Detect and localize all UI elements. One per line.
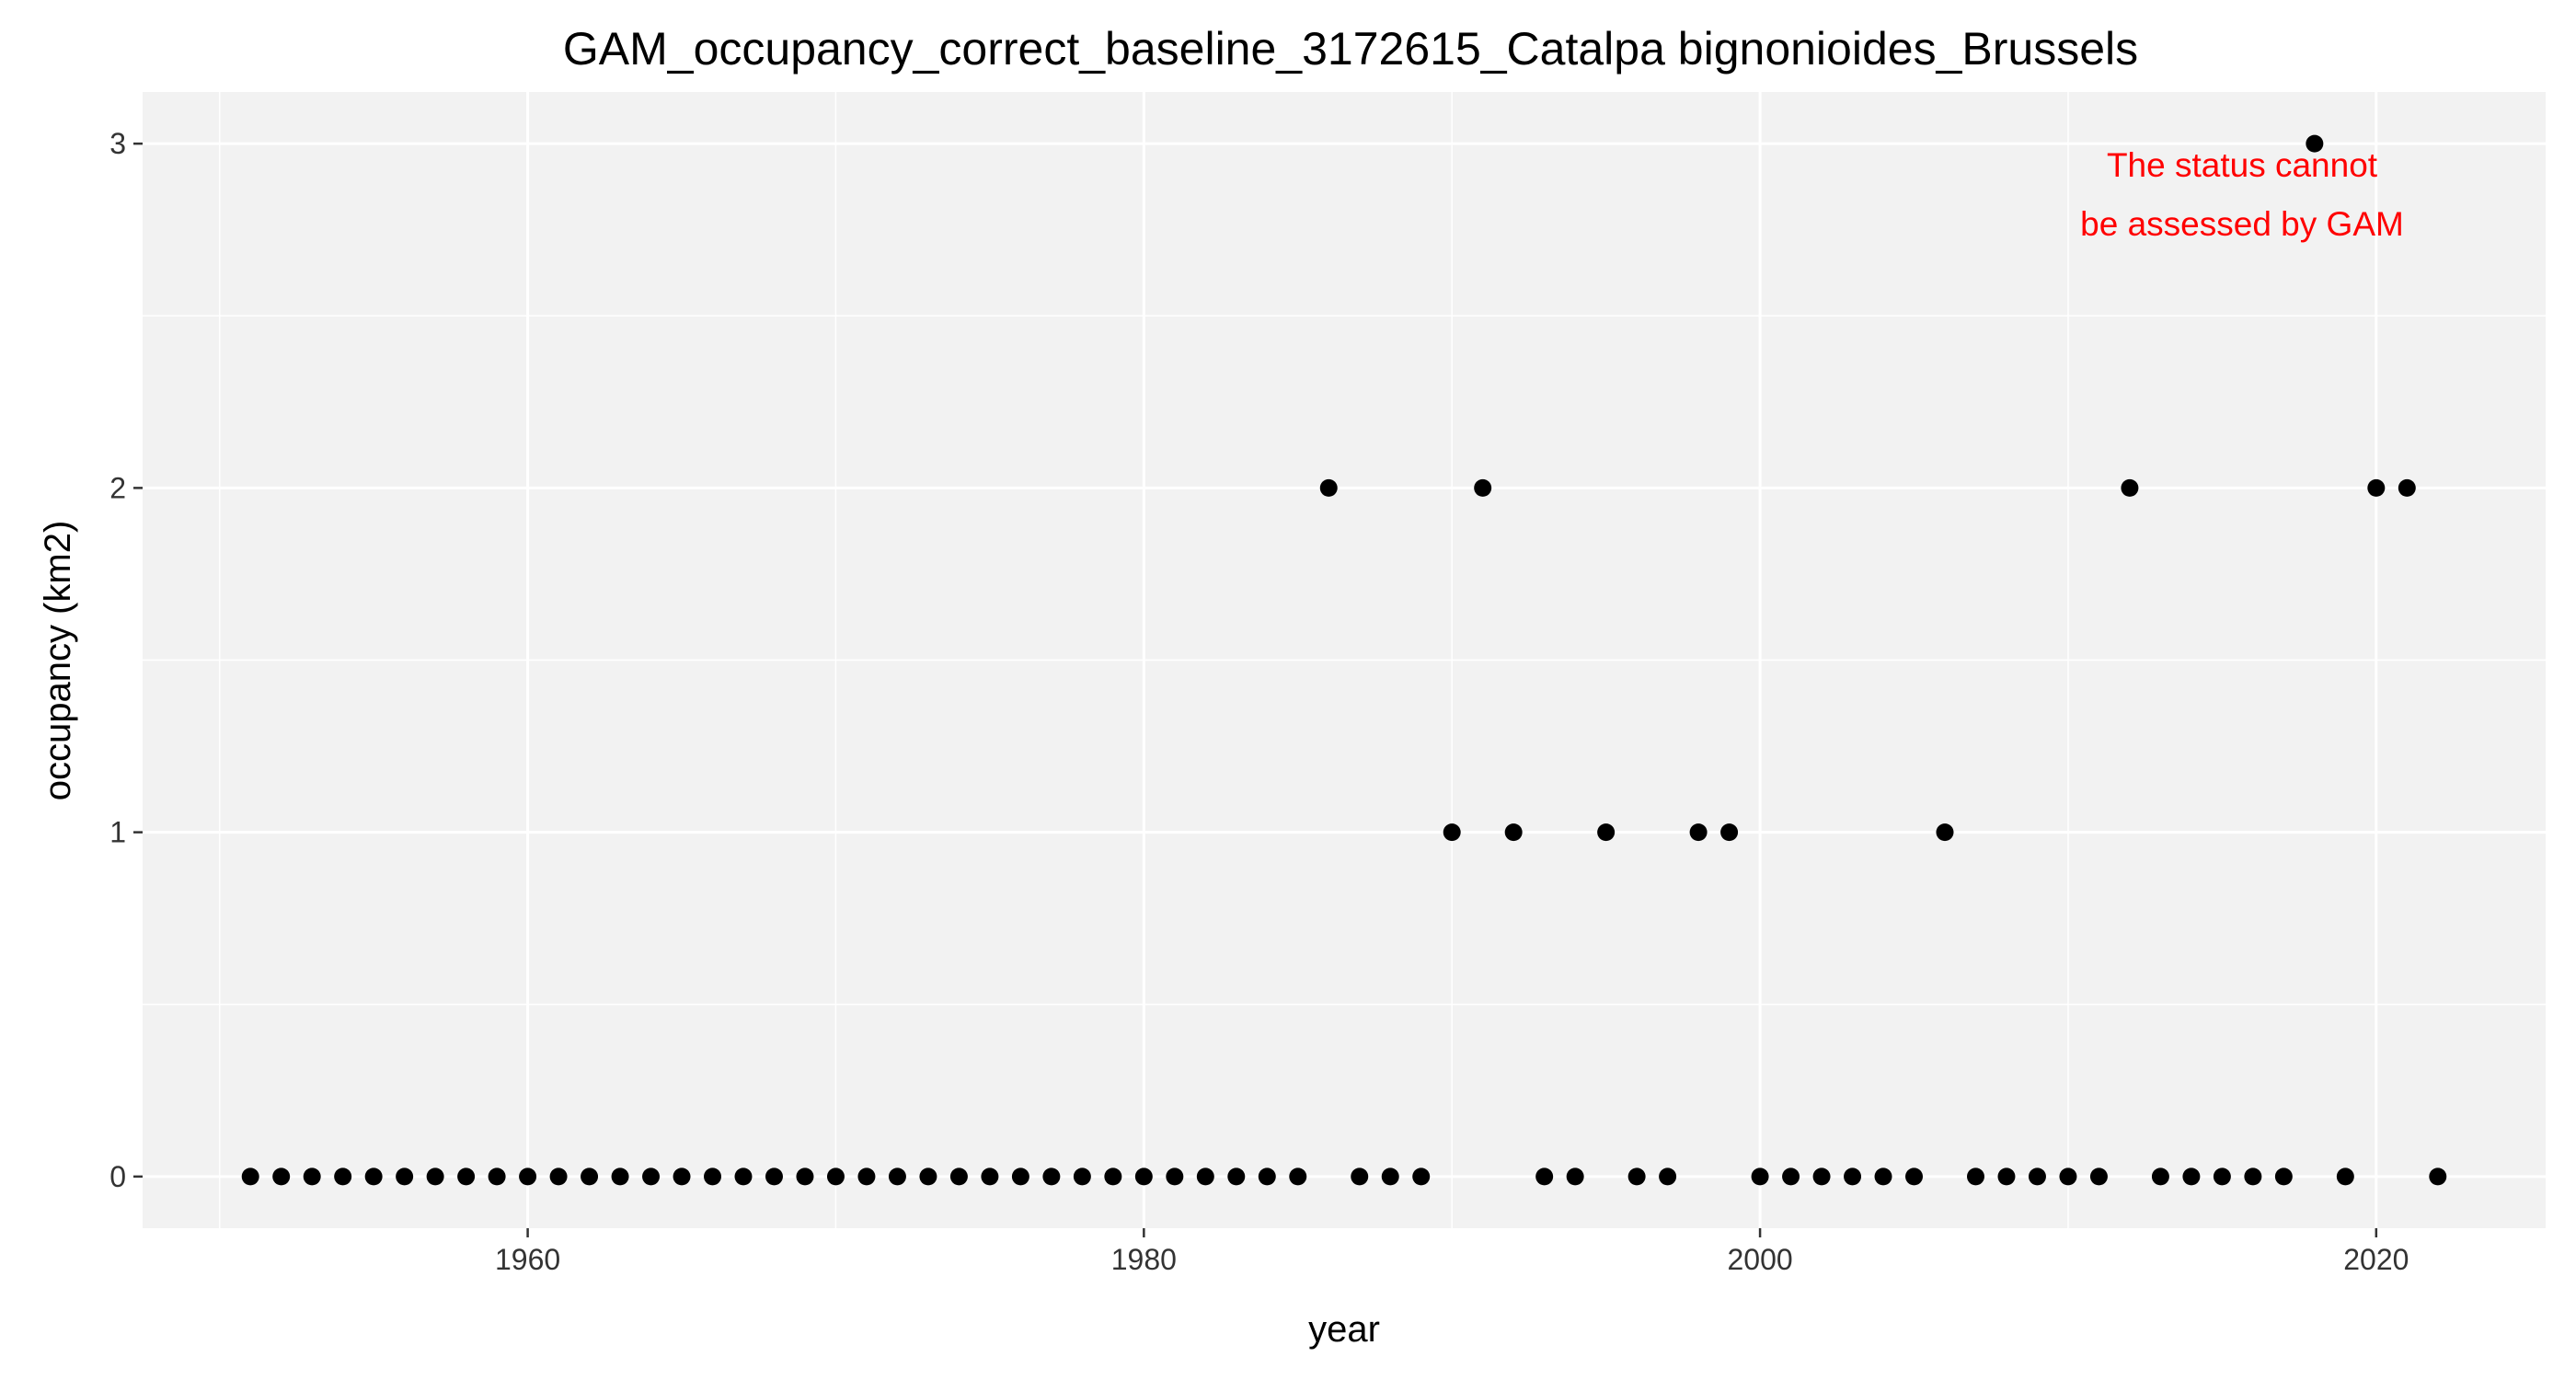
data-point bbox=[765, 1167, 783, 1186]
data-point bbox=[1627, 1167, 1646, 1186]
data-point bbox=[2121, 478, 2139, 497]
data-point bbox=[1966, 1167, 1984, 1186]
data-point bbox=[488, 1167, 506, 1186]
grid-major bbox=[143, 92, 2546, 1228]
data-point bbox=[1011, 1167, 1029, 1186]
data-point bbox=[1227, 1167, 1246, 1186]
data-points bbox=[241, 134, 2447, 1186]
data-point bbox=[2151, 1167, 2169, 1186]
data-point bbox=[949, 1167, 968, 1186]
chart-title: GAM_occupancy_correct_baseline_3172615_C… bbox=[563, 23, 2138, 75]
data-point bbox=[888, 1167, 906, 1186]
data-point bbox=[1844, 1167, 1862, 1186]
data-point bbox=[1535, 1167, 1554, 1186]
data-point bbox=[1936, 823, 1954, 842]
data-point bbox=[2089, 1167, 2108, 1186]
data-point bbox=[1443, 823, 1461, 842]
data-point bbox=[334, 1167, 352, 1186]
data-point bbox=[396, 1167, 414, 1186]
data-point bbox=[1196, 1167, 1214, 1186]
y-tick-label: 0 bbox=[109, 1160, 126, 1193]
data-point bbox=[2274, 1167, 2293, 1186]
data-point bbox=[1319, 478, 1338, 497]
data-point bbox=[1042, 1167, 1061, 1186]
data-point bbox=[1905, 1167, 1924, 1186]
data-point bbox=[2306, 134, 2324, 153]
x-tick-label: 1960 bbox=[495, 1243, 560, 1276]
data-point bbox=[734, 1167, 753, 1186]
data-point bbox=[2182, 1167, 2201, 1186]
data-point bbox=[642, 1167, 661, 1186]
x-tick-label: 2000 bbox=[1727, 1243, 1792, 1276]
data-point bbox=[1474, 478, 1492, 497]
data-point bbox=[457, 1167, 476, 1186]
data-point bbox=[796, 1167, 814, 1186]
data-point bbox=[2398, 478, 2416, 497]
grid-minor bbox=[143, 92, 2546, 1228]
y-tick-label: 2 bbox=[109, 471, 126, 504]
data-point bbox=[1258, 1167, 1276, 1186]
data-point bbox=[2028, 1167, 2046, 1186]
data-point bbox=[1381, 1167, 1399, 1186]
data-point bbox=[1659, 1167, 1677, 1186]
x-tick-label: 1980 bbox=[1111, 1243, 1177, 1276]
data-point bbox=[857, 1167, 876, 1186]
data-point bbox=[1166, 1167, 1184, 1186]
data-point bbox=[1874, 1167, 1892, 1186]
data-point bbox=[581, 1167, 599, 1186]
data-point bbox=[1566, 1167, 1584, 1186]
data-point bbox=[1812, 1167, 1831, 1186]
data-point bbox=[2213, 1167, 2231, 1186]
data-point bbox=[426, 1167, 444, 1186]
axis-ticks bbox=[133, 142, 2378, 1237]
data-point bbox=[611, 1167, 629, 1186]
annotation-line-1: The status cannot bbox=[2107, 146, 2378, 184]
y-tick-label: 3 bbox=[109, 127, 126, 160]
data-point bbox=[1597, 823, 1616, 842]
data-point bbox=[1997, 1167, 2016, 1186]
data-point bbox=[2429, 1167, 2447, 1186]
data-point bbox=[364, 1167, 383, 1186]
y-axis-title: occupancy (km2) bbox=[38, 521, 78, 801]
data-point bbox=[272, 1167, 291, 1186]
data-point bbox=[1504, 823, 1523, 842]
annotation-line-2: be assessed by GAM bbox=[2080, 205, 2404, 243]
data-point bbox=[2336, 1167, 2354, 1186]
data-point bbox=[826, 1167, 845, 1186]
data-point bbox=[1751, 1167, 1769, 1186]
data-point bbox=[1104, 1167, 1122, 1186]
x-axis-title: year bbox=[1308, 1309, 1380, 1350]
data-point bbox=[1351, 1167, 1369, 1186]
data-point bbox=[704, 1167, 722, 1186]
data-point bbox=[1689, 823, 1708, 842]
data-point bbox=[303, 1167, 321, 1186]
data-point bbox=[2059, 1167, 2077, 1186]
x-tick-labels: 1960 1980 2000 2020 bbox=[495, 1243, 2409, 1276]
data-point bbox=[919, 1167, 937, 1186]
data-point bbox=[241, 1167, 259, 1186]
data-point bbox=[1134, 1167, 1153, 1186]
status-annotation: The status cannot be assessed by GAM bbox=[2080, 146, 2404, 243]
x-tick-label: 2020 bbox=[2343, 1243, 2409, 1276]
data-point bbox=[1289, 1167, 1307, 1186]
data-point bbox=[673, 1167, 691, 1186]
data-point bbox=[519, 1167, 537, 1186]
data-point bbox=[2244, 1167, 2262, 1186]
data-point bbox=[1782, 1167, 1800, 1186]
data-point bbox=[1412, 1167, 1431, 1186]
data-point bbox=[549, 1167, 568, 1186]
data-point bbox=[2367, 478, 2386, 497]
data-point bbox=[1720, 823, 1739, 842]
y-tick-label: 1 bbox=[109, 816, 126, 849]
y-tick-labels: 0 1 2 3 bbox=[109, 127, 126, 1193]
data-point bbox=[981, 1167, 999, 1186]
data-point bbox=[1073, 1167, 1091, 1186]
